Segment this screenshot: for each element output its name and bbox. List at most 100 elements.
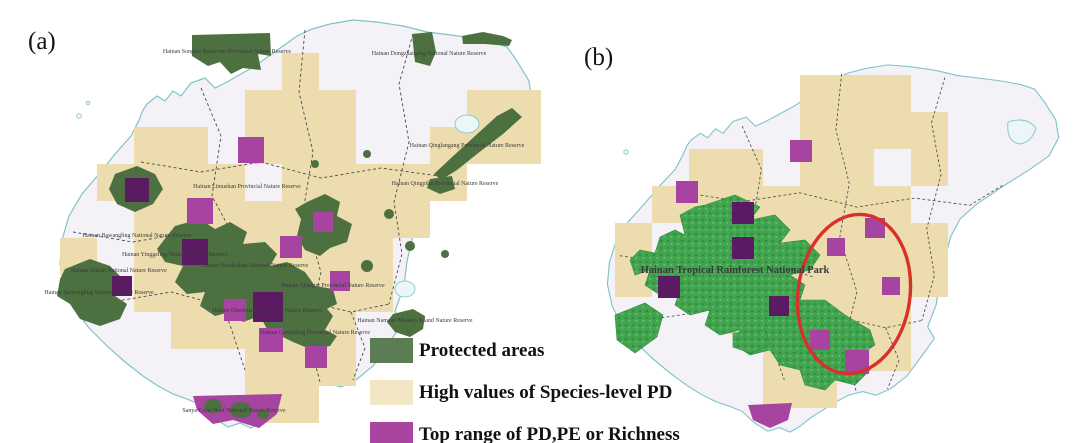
highlight-ellipse [795, 212, 913, 376]
legend-item-top-range: Top range of PD,PE or Richness [370, 422, 680, 443]
high-pd-cell [245, 349, 282, 386]
high-pd-cell [874, 75, 911, 112]
legend-label-top-range: Top range of PD,PE or Richness [419, 423, 680, 443]
top-range-swatch [370, 422, 413, 443]
high-pd-cell [726, 149, 763, 186]
reserve-labels-b: Hainan Tropical Rainforest National Park [641, 265, 830, 276]
high-pd-cell [356, 238, 393, 275]
top-range-cell [305, 346, 327, 368]
high-pd-cell [282, 90, 319, 127]
top-range-cell [280, 236, 302, 258]
top-range-cell [676, 181, 698, 203]
protected-area-shape [462, 32, 512, 46]
high-pd-cell [911, 260, 948, 297]
top-range-overlap-cell [732, 237, 754, 259]
reserve-label: Hainan Tropical Rainforest National Park [641, 265, 830, 276]
high-pd-cell [245, 201, 282, 238]
top-range-overlap-cell [253, 292, 283, 322]
high-pd-cell [874, 186, 911, 223]
lagoon [1007, 119, 1037, 145]
high-pd-cell [689, 149, 726, 186]
top-range-cell [313, 212, 333, 232]
top-range-cells-a [112, 137, 350, 368]
high-pd-cell [874, 297, 911, 334]
protected-area-shape [434, 108, 522, 180]
high-pd-cell [282, 164, 319, 201]
legend: Protected areas High values of Species-l… [370, 338, 680, 443]
high-pd-cell [282, 53, 319, 90]
islet [85, 100, 91, 106]
legend-item-high-pd: High values of Species-level PD [370, 380, 680, 405]
top-range-cell [330, 271, 350, 291]
top-range-overlap-cell [125, 178, 149, 202]
coastal-protected-bits [204, 399, 269, 419]
high-pd-cell [874, 112, 911, 149]
high-pd-cell [171, 312, 208, 349]
map-panel-b: Hainan Tropical Rainforest National Park [606, 64, 1060, 433]
legend-item-protected-areas: Protected areas [370, 338, 680, 363]
high-pd-cell [504, 127, 541, 164]
reserve-labels-a: Hainan Songtao Reservoir Provincial Natu… [44, 49, 524, 414]
top-range-cell [259, 328, 283, 352]
panel-b-label: (b) [584, 44, 614, 71]
top-range-cell [238, 137, 264, 163]
high-pd-cell [282, 386, 319, 423]
top-range-cell [865, 218, 885, 238]
high-pd-cell [911, 149, 948, 186]
reserve-label: Hainan Jianfengling National Nature Rese… [44, 289, 154, 296]
high-pd-cell [800, 75, 837, 112]
panel-a-label: (a) [28, 28, 56, 55]
reserve-label: Hainan Dongzhaigang National Nature Rese… [372, 51, 487, 57]
top-range-cells-b [658, 140, 900, 374]
lagoon [394, 280, 416, 298]
protected-area-shape [57, 259, 127, 326]
top-range-cell [187, 198, 213, 224]
top-range-cell [790, 140, 812, 162]
top-range-overlap-cell [658, 276, 680, 298]
map-panel-a: Hainan Songtao Reservoir Provincial Natu… [44, 19, 541, 429]
high-pd-cell [245, 90, 282, 127]
reserve-label: Sanya Coral Reef National Nature Reserve [182, 407, 285, 414]
high-pd-cell [356, 201, 393, 238]
protected-area-shape [427, 176, 455, 194]
high-pd-cell [171, 164, 208, 201]
lagoon [454, 114, 480, 134]
top-range-overlap-cell [182, 239, 208, 265]
reserve-label: Hainan Bawangling National Nature Reserv… [83, 233, 192, 239]
high-pd-cell [319, 127, 356, 164]
high-pd-cell [171, 127, 208, 164]
reserve-label: Hainan Wuzhishan National Nature Reserve [202, 263, 309, 269]
top-range-cell [810, 330, 830, 350]
islet [76, 113, 82, 119]
high-pd-cell [837, 260, 874, 297]
high-pd-cell [356, 275, 393, 312]
reserve-label: Hainan Datian National Nature Reserve [71, 268, 167, 274]
reserve-label: Hainan Songtao Reservoir Provincial Natu… [163, 49, 291, 55]
national-park-shape [732, 329, 771, 354]
high-pd-cell [837, 149, 874, 186]
reserve-label: Hainan Yinggeling National Nature Reserv… [122, 252, 228, 258]
legend-label-protected-areas: Protected areas [419, 339, 545, 361]
reserve-label: Hainan Ganshiling Provincial Nature Rese… [260, 330, 370, 336]
top-range-coastal-patch [748, 403, 792, 428]
high-pd-cell [393, 164, 430, 201]
reserve-label: Hainan Limushan Provincial Nature Reserv… [193, 184, 301, 190]
high-pd-cell [837, 75, 874, 112]
top-range-overlap-cell [112, 276, 132, 296]
high-pd-cell [911, 223, 948, 260]
reserve-label: Hainan Qingpilin Provincial Nature Reser… [392, 181, 499, 187]
top-range-cell [827, 238, 845, 256]
protected-area-shape [387, 309, 425, 337]
protected-areas-swatch [370, 338, 413, 363]
high-pd-cell [911, 112, 948, 149]
high-pd-cell [282, 127, 319, 164]
high-pd-cell [800, 186, 837, 223]
reserve-label: Hainan Shangxi Provincial Nature Reserve [281, 283, 385, 289]
reserve-label: Hainan Nanwan Monkey Island Nature Reser… [357, 318, 472, 324]
protected-area-shape [192, 33, 271, 74]
high-pd-cell [134, 275, 171, 312]
top-range-overlap-cell [769, 296, 789, 316]
top-range-cell [882, 277, 900, 295]
legend-label-high-pd: High values of Species-level PD [419, 381, 673, 403]
